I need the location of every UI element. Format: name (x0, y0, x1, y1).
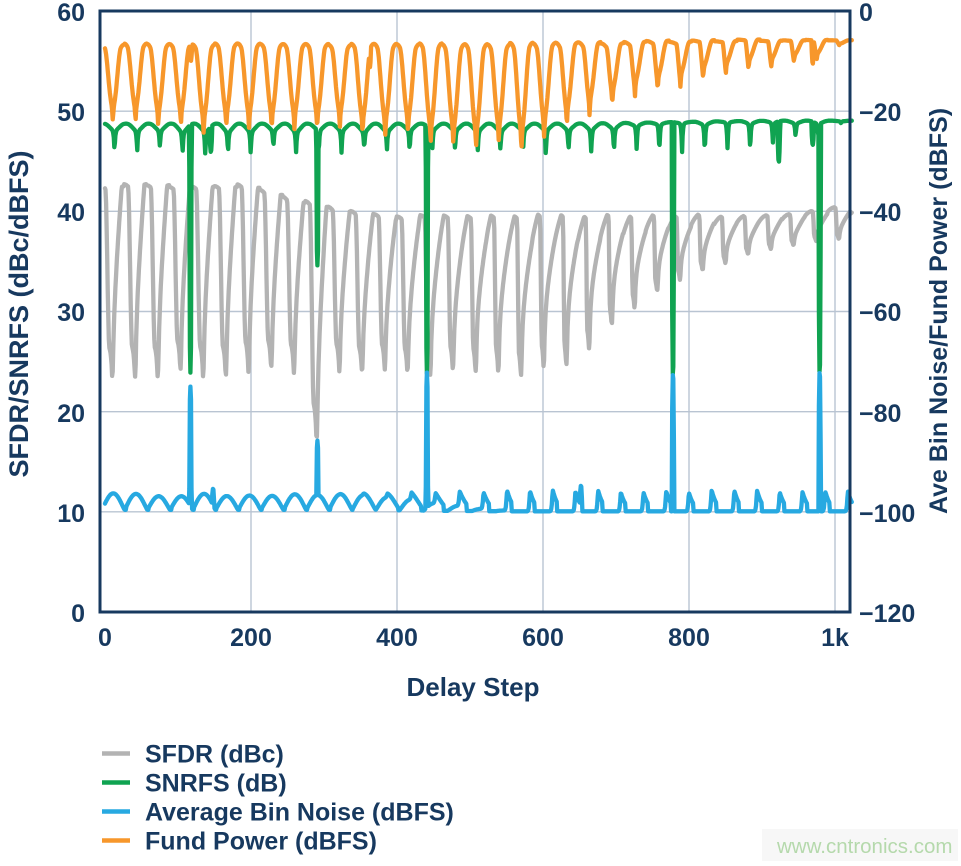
svg-text:50: 50 (57, 99, 85, 127)
svg-text:10: 10 (57, 500, 85, 528)
svg-text:www.cntronics.com: www.cntronics.com (776, 835, 952, 858)
svg-text:60: 60 (57, 0, 85, 27)
svg-text:0: 0 (859, 0, 873, 27)
svg-text:−60: −60 (859, 299, 901, 327)
svg-text:200: 200 (230, 624, 272, 652)
svg-text:−100: −100 (859, 500, 915, 528)
svg-text:600: 600 (522, 624, 564, 652)
svg-text:SFDR (dBc): SFDR (dBc) (145, 741, 284, 769)
svg-text:−20: −20 (859, 99, 901, 127)
svg-text:Ave Bin Noise/Fund Power (dBFS: Ave Bin Noise/Fund Power (dBFS) (925, 108, 953, 514)
svg-text:−120: −120 (859, 600, 915, 628)
svg-text:20: 20 (57, 400, 85, 428)
svg-text:Fund Power (dBFS): Fund Power (dBFS) (145, 828, 377, 856)
svg-text:40: 40 (57, 199, 85, 227)
svg-text:0: 0 (71, 600, 85, 628)
svg-text:−80: −80 (859, 400, 901, 428)
svg-text:SNRFS (dB): SNRFS (dB) (145, 770, 287, 798)
svg-text:400: 400 (376, 624, 418, 652)
svg-text:30: 30 (57, 299, 85, 327)
svg-text:−40: −40 (859, 199, 901, 227)
svg-text:SFDR/SNRFS (dBc/dBFS): SFDR/SNRFS (dBc/dBFS) (4, 151, 34, 478)
svg-text:0: 0 (98, 624, 112, 652)
svg-text:Average Bin Noise (dBFS): Average Bin Noise (dBFS) (145, 799, 454, 827)
svg-text:1k: 1k (821, 624, 849, 652)
svg-text:800: 800 (668, 624, 710, 652)
svg-text:Delay Step: Delay Step (407, 672, 540, 702)
